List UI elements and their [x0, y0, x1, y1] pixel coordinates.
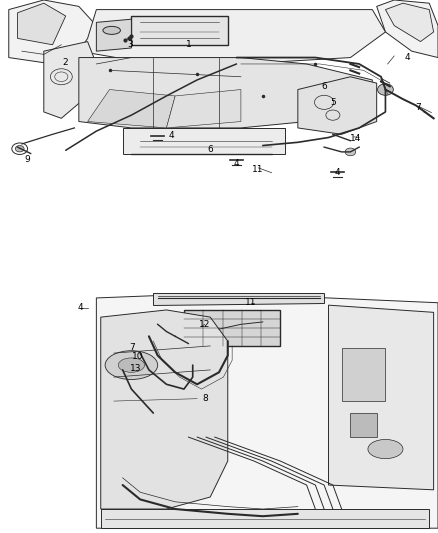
Polygon shape: [377, 0, 438, 58]
Polygon shape: [79, 10, 385, 64]
Text: 4: 4: [78, 303, 83, 312]
Polygon shape: [385, 3, 434, 42]
Text: 10: 10: [132, 352, 144, 361]
Text: 7: 7: [415, 103, 421, 111]
Circle shape: [345, 148, 356, 156]
Text: 5: 5: [330, 98, 336, 107]
Circle shape: [118, 358, 145, 373]
Text: 2: 2: [62, 58, 67, 67]
Polygon shape: [131, 16, 228, 45]
Polygon shape: [44, 42, 96, 118]
Bar: [184, 310, 280, 346]
Text: 12: 12: [199, 320, 210, 329]
Circle shape: [378, 84, 393, 95]
Text: 7: 7: [129, 343, 135, 352]
Text: 3: 3: [127, 40, 134, 49]
Text: 4: 4: [335, 167, 340, 176]
Circle shape: [368, 439, 403, 458]
Text: 14: 14: [350, 134, 361, 143]
Text: 8: 8: [202, 394, 208, 403]
Polygon shape: [79, 58, 372, 128]
Ellipse shape: [103, 26, 120, 35]
Bar: [342, 349, 385, 401]
Text: 1: 1: [185, 39, 191, 49]
Text: 6: 6: [207, 145, 213, 154]
Text: 6: 6: [321, 82, 327, 91]
Polygon shape: [9, 0, 96, 64]
Polygon shape: [101, 509, 429, 528]
Text: 11: 11: [245, 298, 256, 307]
Text: 4: 4: [405, 53, 410, 62]
Text: 4: 4: [169, 131, 174, 140]
Polygon shape: [96, 293, 438, 528]
Polygon shape: [153, 293, 324, 305]
Polygon shape: [123, 128, 285, 154]
Polygon shape: [88, 90, 175, 128]
Text: 9: 9: [24, 155, 30, 164]
Circle shape: [105, 351, 158, 379]
Polygon shape: [96, 19, 131, 51]
Text: 4: 4: [234, 159, 239, 167]
Polygon shape: [298, 77, 377, 134]
Bar: [350, 413, 377, 437]
Circle shape: [15, 146, 24, 152]
Text: 13: 13: [130, 364, 141, 373]
Polygon shape: [18, 3, 66, 45]
Polygon shape: [101, 310, 228, 509]
Polygon shape: [166, 90, 241, 128]
Text: 11: 11: [252, 165, 263, 174]
Polygon shape: [328, 305, 434, 490]
